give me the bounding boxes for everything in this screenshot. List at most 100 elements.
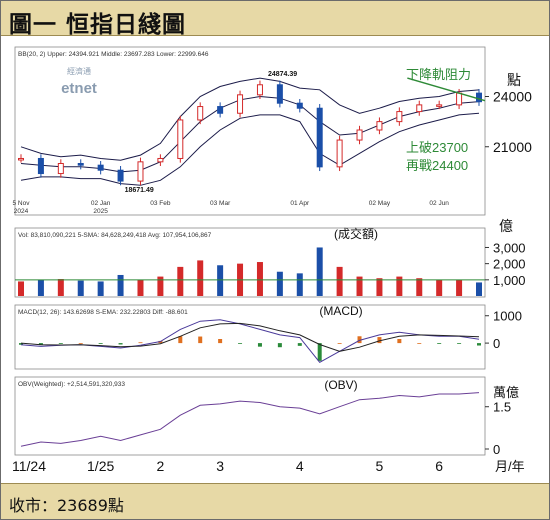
price-date-year: 2024 — [14, 208, 29, 215]
candle-body — [117, 169, 124, 182]
price-tick-label: 24000 — [493, 89, 532, 105]
target-label: 再戰24400 — [406, 158, 468, 173]
price-date-label: 01 Apr — [290, 200, 310, 207]
macd-histogram-bar — [417, 343, 422, 344]
volume-bar — [416, 278, 423, 296]
volume-bar — [476, 282, 482, 296]
volume-panel — [14, 227, 486, 298]
volume-bar — [436, 279, 443, 296]
volume-bar — [117, 274, 124, 296]
obv-line — [20, 392, 480, 447]
candle-body — [217, 106, 224, 114]
macd-histogram-bar — [337, 343, 342, 344]
x-axis-label: 5 — [376, 458, 384, 474]
macd-histogram-bar — [457, 343, 462, 344]
price-panel-header: BB(20, 2) Upper: 24394.921 Middle: 23697… — [18, 51, 209, 58]
macd-histogram-bar — [238, 343, 243, 344]
price-date-label: 03 Mar — [210, 200, 231, 207]
volume-bar — [137, 279, 144, 296]
x-axis-label: 4 — [296, 458, 304, 474]
bollinger-upper-line — [20, 77, 480, 161]
price-date-label: 02 Jun — [429, 200, 449, 207]
bollinger-lower-line — [20, 112, 480, 186]
x-axis-label: 1/25 — [87, 458, 114, 474]
logo-text: etnet — [61, 80, 97, 97]
volume-bar — [77, 280, 84, 296]
volume-bar — [356, 276, 363, 296]
price-axis-unit: 點 — [507, 72, 521, 88]
volume-bar — [396, 276, 403, 296]
volume-axis-unit: 億 — [499, 218, 513, 234]
volume-bar — [157, 276, 164, 296]
volume-bar — [276, 271, 283, 296]
obv-panel — [14, 376, 486, 456]
candle-body — [37, 157, 44, 175]
obv-panel-header: OBV(Weighted): +2,514,591,320,933 — [18, 381, 125, 388]
volume-bar — [296, 273, 303, 296]
price-tick-label: 21000 — [493, 139, 532, 155]
price-panel — [14, 46, 486, 216]
macd-histogram-bar — [198, 336, 203, 344]
breakout-label: 上破23700 — [406, 140, 468, 155]
volume-bar — [37, 279, 44, 296]
macd-panel-label: (MACD) — [319, 304, 362, 318]
obv-tick-label: 0 — [493, 442, 500, 457]
macd-histogram-bar — [98, 343, 103, 344]
volume-panel-label: (成交額) — [334, 226, 378, 241]
volume-tick-label: 3,000 — [493, 240, 526, 255]
volume-bar — [336, 266, 343, 296]
title-bar: 圖一 恒指日綫圖 — [1, 1, 549, 38]
macd-histogram-bar — [218, 339, 223, 344]
candle-body — [57, 163, 64, 175]
price-date-label: 03 Feb — [150, 200, 171, 207]
volume-bar — [456, 279, 463, 296]
macd-histogram-bar — [118, 343, 123, 345]
x-axis-label: 2 — [156, 458, 164, 474]
bollinger-middle-line — [20, 95, 480, 173]
candle-body — [316, 107, 323, 168]
volume-bar — [177, 266, 184, 296]
volume-bar — [18, 281, 24, 296]
volume-bar — [217, 265, 224, 296]
macd-histogram-bar — [437, 343, 442, 344]
macd-histogram-bar — [377, 337, 382, 344]
candle-body — [237, 94, 244, 114]
obv-panel-label: (OBV) — [324, 378, 357, 392]
candle-body — [476, 92, 482, 103]
macd-tick-label: 0 — [493, 336, 500, 351]
candle-body — [137, 161, 144, 182]
candle-body — [416, 104, 423, 113]
candle-body — [256, 84, 263, 96]
obv-tick-label: 1.5 — [493, 400, 511, 415]
closing-price: 收市：23689點 — [9, 496, 124, 515]
price-date-label: 02 May — [369, 200, 391, 207]
x-axis-label: 11/24 — [12, 458, 46, 474]
candle-body — [97, 164, 104, 171]
volume-bar — [57, 279, 64, 296]
candle-body — [436, 104, 443, 107]
obv-axis-unit: 萬億 — [493, 385, 519, 400]
macd-histogram-bar — [297, 343, 302, 346]
macd-histogram-bar — [58, 343, 63, 344]
macd-histogram-bar — [38, 343, 43, 345]
candle-body — [336, 139, 343, 168]
candle-body — [356, 129, 363, 141]
high-annotation: 24874.39 — [268, 71, 297, 78]
macd-histogram-bar — [477, 343, 481, 346]
candle-body — [157, 157, 164, 163]
macd-histogram-bar — [257, 343, 262, 347]
volume-bar — [256, 262, 263, 296]
x-axis-unit: 月/年 — [495, 459, 525, 474]
candle-body — [77, 163, 84, 166]
volume-bar — [316, 247, 323, 296]
chart-svg: BB(20, 2) Upper: 24394.921 Middle: 23697… — [12, 46, 532, 474]
macd-histogram-bar — [138, 342, 143, 344]
volume-panel-header: Vol: 83,810,090,221 5-SMA: 84,628,249,41… — [18, 232, 212, 239]
macd-histogram-bar — [78, 343, 83, 344]
macd-histogram-bar — [277, 343, 282, 348]
x-axis-label: 6 — [435, 458, 443, 474]
macd-histogram-bar — [357, 336, 362, 344]
macd-panel — [14, 304, 486, 370]
price-date-label: 02 Jan — [91, 200, 111, 207]
footer-bar: 收市：23689點 — [1, 483, 549, 519]
